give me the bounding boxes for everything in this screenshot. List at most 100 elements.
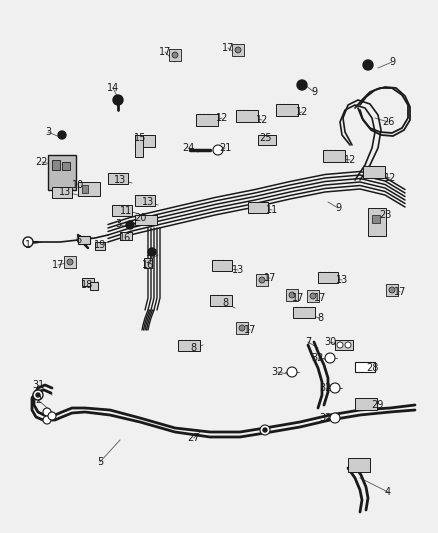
- Text: 17: 17: [159, 47, 171, 57]
- Text: 12: 12: [256, 115, 268, 125]
- Text: 11: 11: [120, 206, 132, 216]
- Text: 13: 13: [336, 275, 348, 285]
- Text: 17: 17: [264, 273, 276, 283]
- Text: 11: 11: [266, 205, 278, 215]
- Bar: [82, 278, 94, 286]
- Text: 15: 15: [134, 133, 146, 143]
- Circle shape: [337, 342, 343, 348]
- Circle shape: [213, 145, 223, 155]
- Bar: [169, 49, 181, 61]
- Text: 13: 13: [114, 175, 126, 185]
- Text: 13: 13: [59, 187, 71, 197]
- Circle shape: [58, 131, 66, 139]
- Text: 4: 4: [385, 487, 391, 497]
- Bar: [82, 185, 88, 193]
- Text: 16: 16: [119, 233, 131, 243]
- Bar: [293, 307, 315, 318]
- Text: 32: 32: [320, 383, 332, 393]
- Circle shape: [33, 390, 43, 400]
- Text: 16: 16: [142, 260, 154, 270]
- Bar: [307, 290, 319, 302]
- Bar: [232, 44, 244, 56]
- Text: 17: 17: [222, 43, 234, 53]
- Text: 17: 17: [394, 287, 406, 297]
- Circle shape: [263, 428, 267, 432]
- Circle shape: [172, 52, 178, 58]
- Text: 3: 3: [45, 127, 51, 137]
- Text: 32: 32: [312, 353, 324, 363]
- Text: 7: 7: [305, 337, 311, 347]
- Text: 21: 21: [219, 143, 231, 153]
- Circle shape: [287, 367, 297, 377]
- Text: 26: 26: [382, 117, 394, 127]
- Circle shape: [239, 325, 245, 331]
- Text: 8: 8: [317, 313, 323, 323]
- Bar: [386, 284, 398, 296]
- Bar: [355, 362, 375, 372]
- Bar: [135, 135, 155, 147]
- Bar: [52, 187, 72, 198]
- Circle shape: [235, 47, 241, 53]
- Text: 27: 27: [188, 433, 200, 443]
- Text: 12: 12: [344, 155, 356, 165]
- Text: 9: 9: [335, 203, 341, 213]
- Text: 6: 6: [75, 235, 81, 245]
- Text: 30: 30: [324, 337, 336, 347]
- Bar: [236, 322, 248, 334]
- Bar: [210, 295, 232, 306]
- Bar: [368, 208, 386, 236]
- Text: 12: 12: [296, 107, 308, 117]
- Text: 28: 28: [366, 363, 378, 373]
- Bar: [78, 182, 100, 196]
- Text: 3: 3: [145, 255, 151, 265]
- Bar: [178, 340, 200, 351]
- Circle shape: [259, 277, 265, 283]
- Text: 1: 1: [25, 240, 31, 250]
- Circle shape: [23, 237, 33, 247]
- Circle shape: [126, 221, 134, 229]
- Bar: [64, 256, 76, 268]
- Circle shape: [330, 413, 340, 423]
- Text: 8: 8: [190, 343, 196, 353]
- Bar: [144, 258, 152, 268]
- Text: 8: 8: [222, 298, 228, 308]
- Text: 10: 10: [72, 180, 84, 190]
- Bar: [135, 215, 157, 225]
- Text: 3: 3: [115, 219, 121, 229]
- Circle shape: [297, 80, 307, 90]
- Text: 32: 32: [272, 367, 284, 377]
- Circle shape: [260, 425, 270, 435]
- Bar: [256, 274, 268, 286]
- Circle shape: [389, 287, 395, 293]
- Circle shape: [289, 292, 295, 298]
- Bar: [108, 173, 128, 184]
- Text: 14: 14: [107, 83, 119, 93]
- Bar: [355, 398, 377, 410]
- Text: 20: 20: [134, 213, 146, 223]
- Bar: [120, 232, 132, 240]
- Bar: [135, 135, 143, 157]
- Bar: [348, 458, 370, 472]
- Text: 5: 5: [97, 457, 103, 467]
- Circle shape: [330, 383, 340, 393]
- Circle shape: [345, 342, 351, 348]
- Text: 12: 12: [384, 173, 396, 183]
- Bar: [95, 242, 105, 250]
- Text: 18: 18: [81, 280, 93, 290]
- Text: 13: 13: [232, 265, 244, 275]
- Bar: [363, 166, 385, 178]
- Text: 23: 23: [379, 210, 391, 220]
- Bar: [318, 272, 338, 283]
- Bar: [135, 195, 155, 206]
- Circle shape: [325, 353, 335, 363]
- Bar: [212, 260, 232, 271]
- Circle shape: [67, 259, 73, 265]
- Text: 17: 17: [314, 293, 326, 303]
- Bar: [78, 236, 90, 244]
- Bar: [248, 202, 268, 213]
- Circle shape: [43, 416, 51, 424]
- Text: 24: 24: [182, 143, 194, 153]
- Bar: [62, 162, 70, 170]
- Circle shape: [310, 293, 316, 299]
- Bar: [258, 135, 276, 145]
